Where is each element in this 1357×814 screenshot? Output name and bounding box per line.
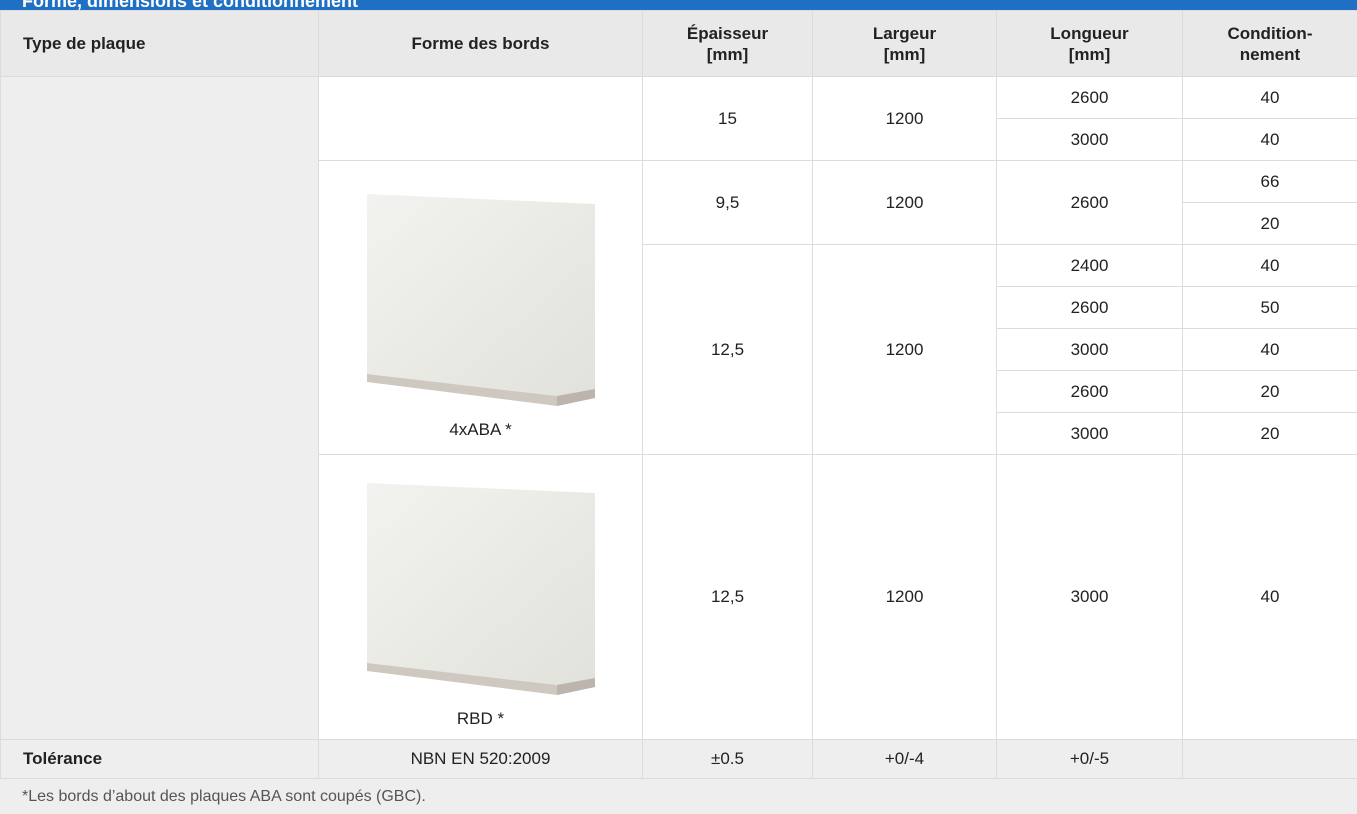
tolerance-value: NBN EN 520:2009 (318, 739, 643, 779)
thickness-cell: 12,5 (642, 454, 813, 740)
pack-cell: 20 (1182, 370, 1357, 413)
column-header: Type de plaque (0, 10, 319, 77)
type-cell (0, 76, 319, 740)
edge-label: 4xABA * (449, 419, 512, 439)
table-row: 2600 20 (1, 370, 1357, 413)
pack-cell: 40 (1182, 244, 1357, 287)
tolerance-label: Tolérance (0, 739, 319, 779)
pack-cell: 20 (1182, 412, 1357, 455)
footnote: *Les bords d’about des plaques ABA sont … (0, 779, 1357, 814)
column-header: Épaisseur [mm] (642, 10, 813, 77)
column-header: Forme des bords (318, 10, 643, 77)
pack-cell: 40 (1182, 76, 1357, 119)
table-row: 2600 50 (1, 286, 1357, 329)
tolerance-value: +0/-4 (812, 739, 997, 779)
tolerance-empty (1182, 739, 1357, 779)
pack-cell: 66 (1182, 160, 1357, 203)
pack-cell: 40 (1182, 118, 1357, 161)
pack-cell: 40 (1182, 454, 1357, 740)
edge-image (366, 473, 595, 701)
banner-title: Forme, dimensions et conditionnement (22, 0, 359, 10)
length-cell: 3000 (996, 328, 1183, 371)
length-cell: 2600 (996, 286, 1183, 329)
edge-image (366, 183, 595, 412)
length-cell: 2600 (996, 160, 1183, 245)
column-header: Condition- nement (1182, 10, 1357, 77)
length-cell: 3000 (996, 412, 1183, 455)
length-cell: 2600 (996, 370, 1183, 413)
edge-label: RBD * (456, 709, 505, 728)
tolerance-value: ±0.5 (642, 739, 813, 779)
edge-cell: 4xABA * (318, 160, 643, 455)
table-row: RBD * 12,5 1200 3000 40 (1, 454, 1357, 740)
table-row: 3000 20 (1, 412, 1357, 455)
width-cell: 1200 (812, 244, 997, 455)
length-cell: 3000 (996, 454, 1183, 740)
length-cell: 3000 (996, 118, 1183, 161)
length-cell: 2600 (996, 76, 1183, 119)
width-cell: 1200 (812, 454, 997, 740)
tolerance-row: Tolérance NBN EN 520:2009 ±0.5 +0/-4 +0/-5 (0, 739, 1357, 779)
thickness-cell: 9,5 (642, 160, 813, 245)
pack-cell: 50 (1182, 286, 1357, 329)
table-row: 3000 40 (1, 118, 1357, 161)
width-cell: 1200 (812, 160, 997, 245)
pack-cell: 40 (1182, 328, 1357, 371)
table-row: 15 1200 2600 40 (0, 76, 1357, 740)
length-cell: 2400 (996, 244, 1183, 287)
banner: Forme, dimensions et conditionnement (0, 0, 1357, 10)
table-row: 3000 40 (1, 328, 1357, 371)
width-cell: 1200 (812, 76, 997, 161)
tolerance-value: +0/-5 (996, 739, 1183, 779)
spec-table: Type de plaque Forme des bords Épaisseur [… (0, 10, 1357, 779)
header-row: Type de plaque Forme des bords Épaisseur [… (0, 10, 1357, 77)
column-header: Longueur [mm] (996, 10, 1183, 77)
thickness-cell: 12,5 (642, 244, 813, 455)
thickness-cell: 15 (642, 76, 813, 161)
edge-cell: RBD * (318, 454, 643, 740)
column-header: Largeur [mm] (812, 10, 997, 77)
pack-cell: 20 (1182, 202, 1357, 245)
table-row: 12,5 1200 2400 40 (1, 244, 1357, 455)
edge-cell (318, 76, 643, 161)
